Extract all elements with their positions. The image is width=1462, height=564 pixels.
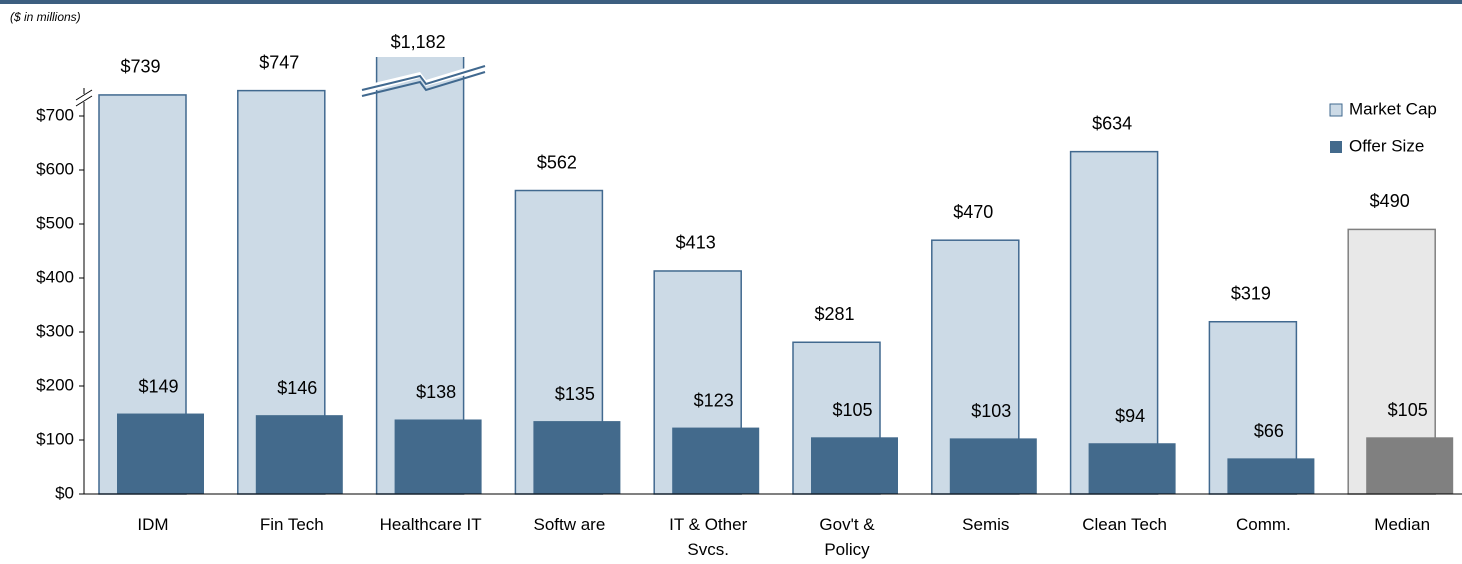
value-label: $138: [416, 382, 456, 402]
bar: [672, 427, 760, 494]
y-tick-label: $100: [36, 429, 74, 448]
bar: [533, 421, 621, 494]
value-label: $149: [138, 376, 178, 396]
value-label: $562: [537, 152, 577, 172]
axis-break: [75, 89, 93, 101]
value-label: $739: [120, 57, 160, 77]
y-tick-label: $400: [36, 267, 74, 286]
legend-label: Offer Size: [1349, 136, 1424, 155]
legend-swatch: [1330, 141, 1342, 153]
y-tick-label: $500: [36, 213, 74, 232]
x-tick-label: Fin Tech: [259, 515, 324, 534]
subtitle: ($ in millions): [10, 10, 81, 24]
value-label: $146: [277, 378, 317, 398]
value-label: $413: [676, 233, 716, 253]
x-tick-label: Median: [1374, 515, 1431, 534]
axis-break: [75, 95, 93, 107]
x-tick-label: Softw are: [533, 515, 606, 534]
bar: [394, 419, 482, 494]
bar: [949, 438, 1037, 494]
bar: [1088, 443, 1176, 494]
y-tick-label: $700: [36, 105, 74, 124]
value-label: $634: [1092, 113, 1132, 133]
value-label: $123: [694, 390, 734, 410]
value-label: $105: [1388, 400, 1428, 420]
legend-label: Market Cap: [1349, 99, 1437, 118]
bar: [117, 413, 204, 494]
value-label: $747: [259, 52, 299, 72]
y-tick-label: $200: [36, 375, 74, 394]
x-tick-label: Semis: [962, 515, 1010, 534]
value-label: $281: [814, 304, 854, 324]
value-label: $66: [1254, 421, 1284, 441]
value-label: $103: [971, 401, 1011, 421]
bar: [811, 437, 898, 494]
x-tick-label: Clean Tech: [1082, 515, 1167, 534]
y-tick-label: $300: [36, 321, 74, 340]
value-label: $319: [1231, 283, 1271, 303]
value-label: $105: [832, 400, 872, 420]
x-tick-label: IDM: [137, 515, 169, 534]
x-tick-label: IT & Other Svcs.: [669, 515, 748, 559]
y-tick-label: $600: [36, 159, 74, 178]
bar: [255, 415, 343, 494]
value-label: $135: [555, 384, 595, 404]
bar: [1366, 437, 1454, 494]
x-tick-label: Comm.: [1236, 515, 1291, 534]
top-border: [0, 0, 1462, 4]
bars: [98, 57, 1454, 495]
value-label: $94: [1115, 406, 1145, 426]
legend-swatch: [1329, 103, 1343, 117]
x-tick-label: Healthcare IT: [379, 515, 482, 534]
value-label: $1,182: [391, 32, 446, 52]
bar: [1227, 458, 1315, 494]
x-tick-label: Gov't & Policy: [819, 515, 875, 559]
value-label: $470: [953, 202, 993, 222]
bar: [1069, 150, 1159, 495]
value-label: $490: [1370, 191, 1410, 211]
y-tick-label: $0: [55, 483, 74, 502]
axis-break-gap: [76, 94, 92, 102]
bar-break: [361, 62, 486, 97]
